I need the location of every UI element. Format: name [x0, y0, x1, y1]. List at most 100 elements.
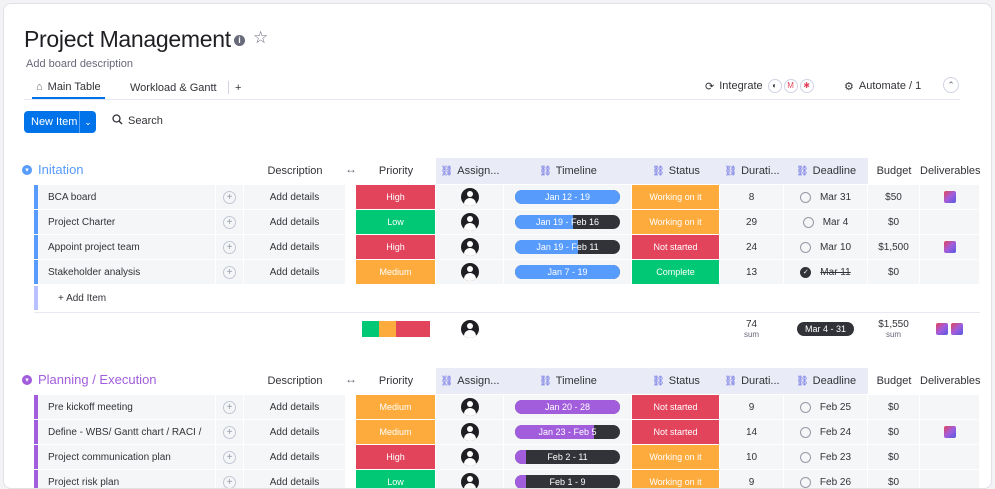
- info-icon[interactable]: i: [234, 35, 245, 46]
- priority-cell[interactable]: High: [356, 235, 436, 259]
- timeline-bar[interactable]: Jan 12 - 19: [515, 190, 620, 204]
- timeline-bar[interactable]: Feb 1 - 9: [515, 475, 620, 488]
- column-header-priority[interactable]: Priority: [356, 158, 436, 184]
- assignee-cell[interactable]: [436, 260, 504, 284]
- duration-cell[interactable]: 14: [720, 420, 784, 444]
- deliverables-cell[interactable]: [920, 185, 980, 209]
- avatar[interactable]: [460, 238, 479, 256]
- add-update-cell[interactable]: +: [216, 235, 244, 259]
- priority-cell[interactable]: Low: [356, 470, 436, 488]
- add-update-cell[interactable]: +: [216, 395, 244, 419]
- description-cell[interactable]: Add details: [244, 445, 346, 469]
- timeline-bar[interactable]: Jan 20 - 28: [515, 400, 620, 414]
- circle-icon[interactable]: [799, 451, 811, 463]
- tab-workload-gantt[interactable]: Workload & Gantt: [130, 77, 217, 99]
- integrate-button[interactable]: ⟳ Integrate ◐ M ✱: [705, 76, 816, 96]
- budget-cell[interactable]: $0: [868, 260, 920, 284]
- column-header-description[interactable]: Description: [244, 158, 346, 184]
- column-header-deliverables[interactable]: Deliverables: [920, 368, 981, 394]
- group-name[interactable]: Initation: [38, 162, 84, 177]
- add-update-cell[interactable]: +: [216, 210, 244, 234]
- budget-cell[interactable]: $1,500: [868, 235, 920, 259]
- tab-main-table[interactable]: ⌂ Main Table: [32, 77, 105, 99]
- priority-cell[interactable]: High: [356, 185, 436, 209]
- column-header-timeline[interactable]: ⛓ Timeline: [504, 368, 632, 394]
- column-header-assignee[interactable]: ⛓ Assign...: [436, 368, 504, 394]
- deliverables-cell[interactable]: [920, 235, 980, 259]
- priority-summary[interactable]: [356, 315, 436, 343]
- priority-cell[interactable]: Medium: [356, 420, 436, 444]
- timeline-bar[interactable]: Jan 19 - Feb 11: [515, 240, 620, 254]
- circle-icon[interactable]: [799, 476, 811, 488]
- item-name[interactable]: Project risk plan: [48, 476, 120, 488]
- chevron-down-icon[interactable]: ⌄: [79, 111, 96, 133]
- timeline-cell[interactable]: Jan 19 - Feb 11: [504, 235, 632, 259]
- board-title[interactable]: Project Management: [24, 26, 231, 52]
- duration-cell[interactable]: 29: [720, 210, 784, 234]
- avatar[interactable]: [460, 263, 479, 281]
- circle-icon[interactable]: [799, 401, 811, 413]
- budget-cell[interactable]: $0: [868, 395, 920, 419]
- circle-icon[interactable]: [802, 216, 814, 228]
- resize-arrows-icon[interactable]: ↔: [345, 162, 357, 176]
- add-update-icon[interactable]: +: [223, 450, 236, 464]
- deadline-cell[interactable]: Mar 31: [784, 185, 868, 209]
- circle-icon[interactable]: [799, 426, 811, 438]
- duration-cell[interactable]: 13: [720, 260, 784, 284]
- column-header-deliverables[interactable]: Deliverables: [920, 158, 981, 184]
- item-name-cell[interactable]: Project communication plan: [34, 445, 216, 469]
- timeline-cell[interactable]: Feb 2 - 11: [504, 445, 632, 469]
- add-update-icon[interactable]: +: [223, 475, 236, 488]
- description-cell[interactable]: Add details: [244, 420, 346, 444]
- timeline-cell[interactable]: Feb 1 - 9: [504, 470, 632, 488]
- avatar[interactable]: [460, 473, 479, 488]
- table-row[interactable]: Project Charter + Add details Low Jan 19 - F…: [34, 210, 980, 234]
- timeline-bar[interactable]: Jan 23 - Feb 5: [515, 425, 620, 439]
- column-header-duration[interactable]: ⛓ Durati...: [720, 368, 784, 394]
- deadline-cell[interactable]: Mar 4: [784, 210, 868, 234]
- add-update-cell[interactable]: +: [216, 420, 244, 444]
- add-update-icon[interactable]: +: [223, 190, 236, 204]
- add-update-cell[interactable]: +: [216, 470, 244, 488]
- item-name-cell[interactable]: Define - WBS/ Gantt chart / RACI /: [34, 420, 216, 444]
- timeline-bar[interactable]: Jan 19 - Feb 16: [515, 215, 620, 229]
- budget-cell[interactable]: $0: [868, 420, 920, 444]
- file-icon[interactable]: [943, 426, 956, 438]
- assignee-cell[interactable]: [436, 235, 504, 259]
- group-title[interactable]: ▾ Planning / Execution: [22, 372, 157, 387]
- budget-cell[interactable]: $0: [868, 210, 920, 234]
- add-update-icon[interactable]: +: [223, 265, 236, 279]
- add-view-button[interactable]: +: [235, 82, 242, 94]
- item-name[interactable]: Pre kickoff meeting: [48, 401, 133, 413]
- item-name-cell[interactable]: Pre kickoff meeting: [34, 395, 216, 419]
- deliverables-cell[interactable]: [920, 260, 980, 284]
- avatar[interactable]: [460, 320, 479, 338]
- add-update-cell[interactable]: +: [216, 445, 244, 469]
- item-name[interactable]: BCA board: [48, 191, 97, 203]
- add-item-row[interactable]: + Add Item: [34, 286, 980, 310]
- file-icon[interactable]: [943, 241, 956, 253]
- table-row[interactable]: Appoint project team + Add details High Jan …: [34, 235, 980, 259]
- circle-icon[interactable]: [799, 191, 811, 203]
- avatar[interactable]: [460, 398, 479, 416]
- table-row[interactable]: Define - WBS/ Gantt chart / RACI / + Add d…: [34, 420, 980, 444]
- file-icon[interactable]: [943, 191, 956, 203]
- assignee-cell[interactable]: [436, 470, 504, 488]
- item-name[interactable]: Project communication plan: [48, 451, 171, 463]
- timeline-cell[interactable]: Jan 19 - Feb 16: [504, 210, 632, 234]
- column-header-budget[interactable]: Budget: [868, 158, 920, 184]
- description-cell[interactable]: Add details: [244, 235, 346, 259]
- add-item-label[interactable]: + Add Item: [58, 292, 107, 304]
- duration-cell[interactable]: 9: [720, 395, 784, 419]
- item-name[interactable]: Define - WBS/ Gantt chart / RACI /: [48, 426, 202, 438]
- table-row[interactable]: Project risk plan + Add details Low Feb 1 - …: [34, 470, 980, 488]
- priority-distribution-bar[interactable]: [361, 321, 430, 337]
- avatar[interactable]: [460, 188, 479, 206]
- deliverables-cell[interactable]: [920, 395, 980, 419]
- search-button[interactable]: Search: [112, 114, 163, 128]
- assignee-cell[interactable]: [436, 395, 504, 419]
- description-cell[interactable]: Add details: [244, 470, 346, 488]
- column-header-deadline[interactable]: ⛓ Deadline: [784, 158, 868, 184]
- item-name[interactable]: Project Charter: [48, 216, 116, 228]
- duration-cell[interactable]: 8: [720, 185, 784, 209]
